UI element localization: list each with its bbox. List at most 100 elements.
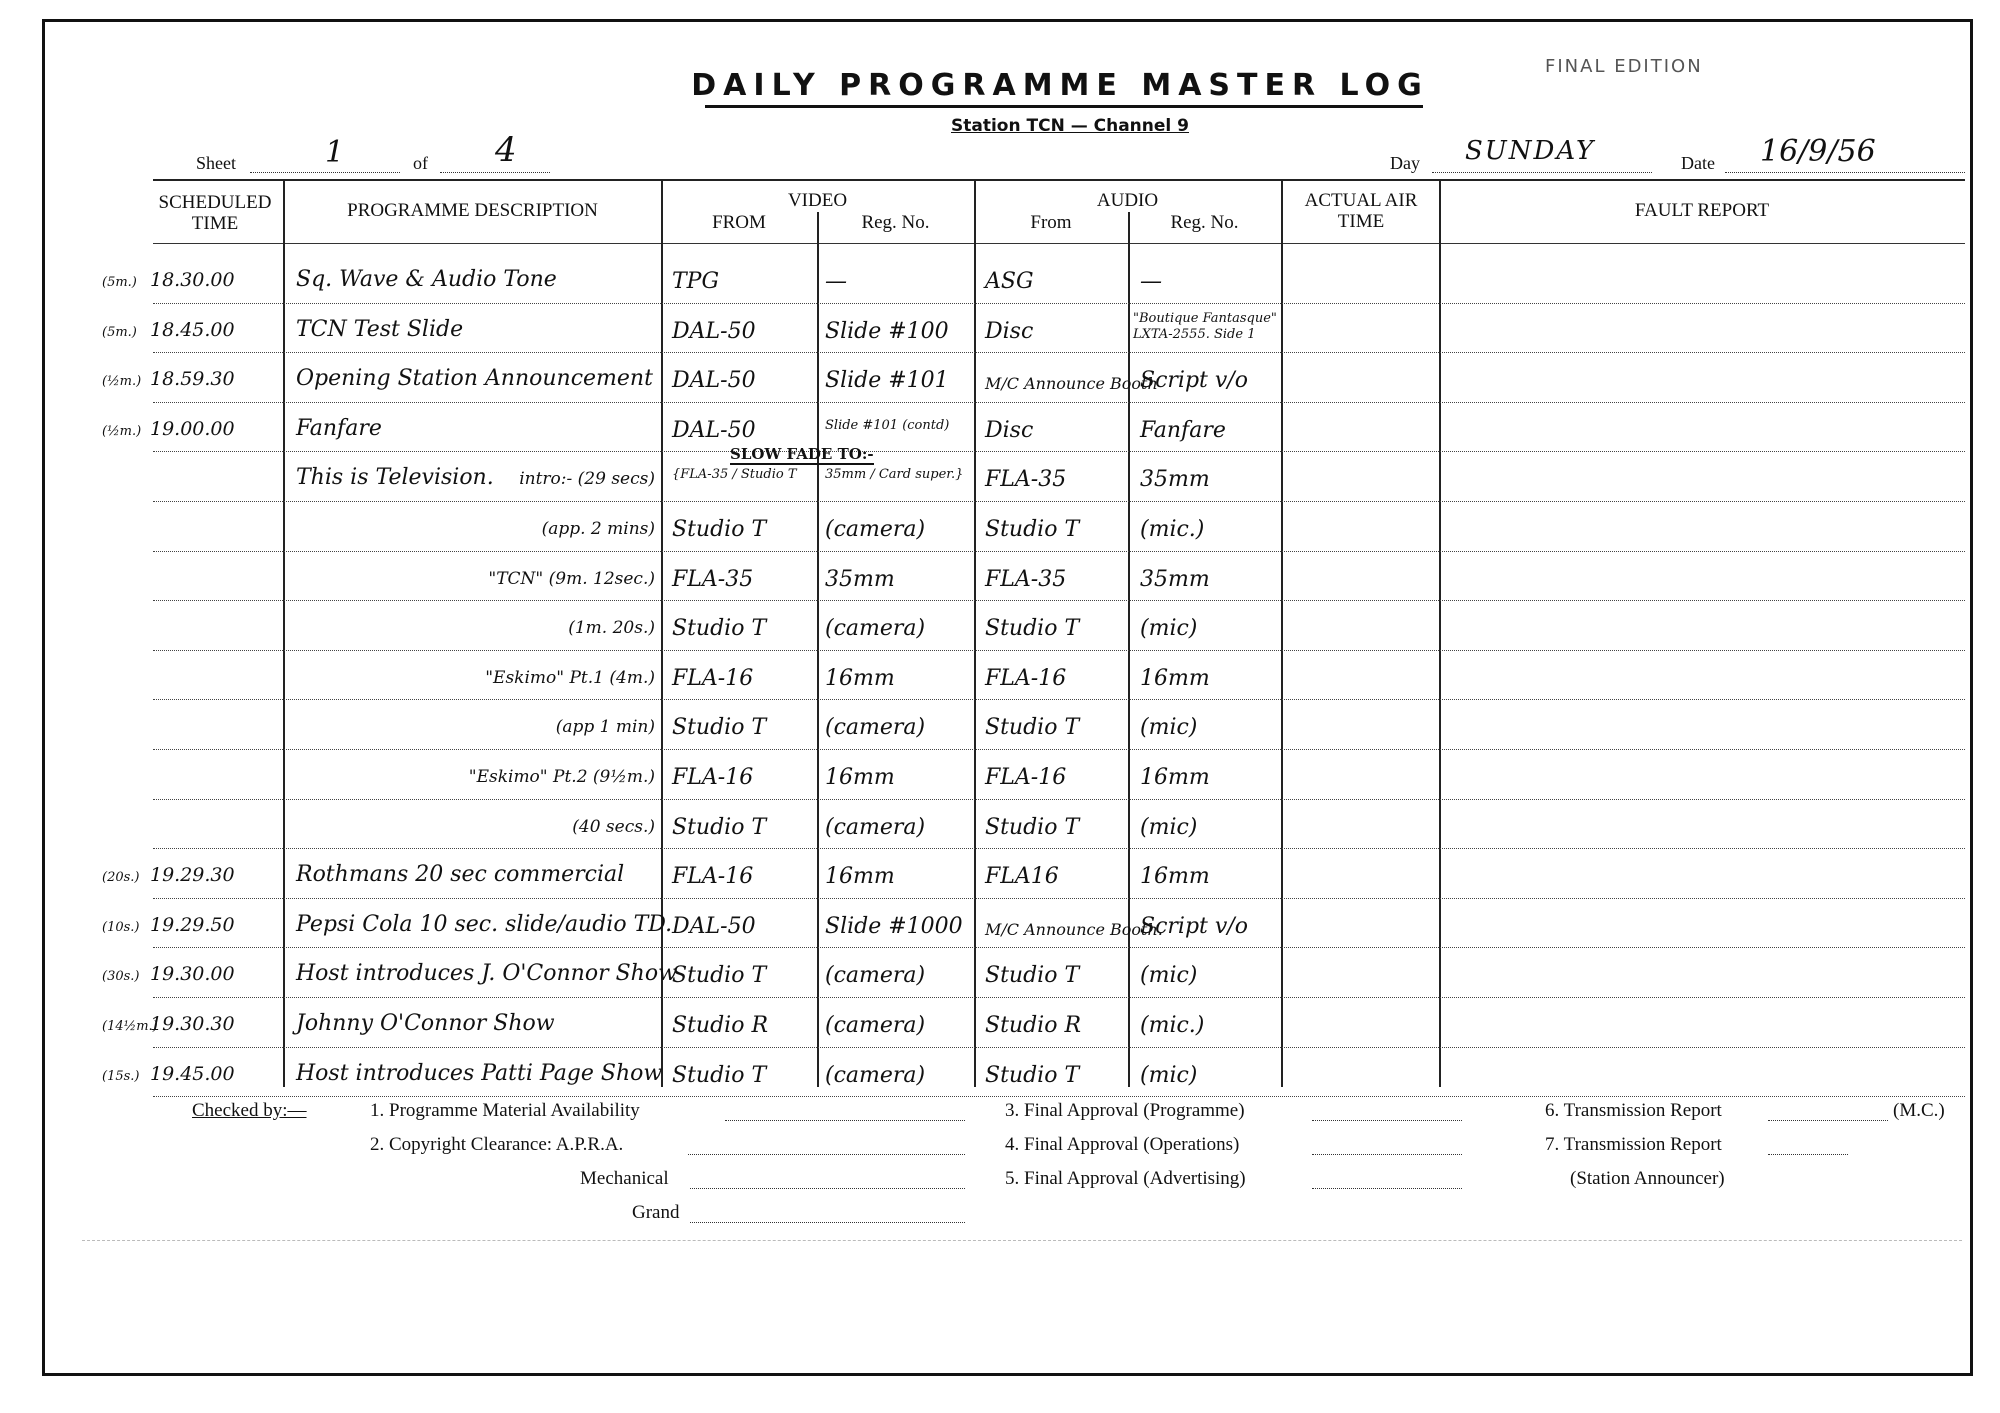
row-description: Fanfare	[296, 415, 382, 441]
row-note: (40 secs.)	[572, 816, 655, 837]
row-video-from: DAL-50	[672, 913, 756, 939]
row-video-from: FLA-35	[672, 566, 754, 592]
row-video-from: Studio T	[672, 1062, 767, 1088]
check-line-4	[1312, 1154, 1462, 1155]
row-audio-from: FLA-16	[985, 665, 1067, 691]
row-duration: (30s.)	[102, 969, 140, 985]
row-description: This is Television.	[296, 465, 494, 491]
date-label: Date	[1681, 153, 1715, 173]
row-scheduled-time: 18.59.30	[150, 368, 235, 391]
row-note: "Eskimo" Pt.1 (4m.)	[485, 667, 655, 688]
check-line-3	[1312, 1120, 1462, 1121]
row-audio-reg: (mic)	[1140, 715, 1198, 741]
row-audio-from: FLA-35	[985, 467, 1067, 493]
row-video-from: {FLA-35 / Studio T	[672, 467, 797, 483]
column-header-video: VIDEO	[787, 190, 848, 211]
day-label: Day	[1390, 153, 1420, 173]
table-row	[153, 798, 1965, 800]
column-divider	[283, 179, 285, 1087]
row-audio-reg: (mic)	[1140, 1062, 1198, 1088]
row-video-from: FLA-16	[672, 665, 754, 691]
column-divider	[817, 212, 819, 1087]
row-audio-from: Studio T	[985, 715, 1080, 741]
row-audio-from: FLA16	[985, 864, 1059, 890]
row-annotation: SLOW FADE TO:-	[730, 445, 874, 466]
page-border	[42, 19, 1973, 1376]
table-top-rule	[153, 179, 1965, 181]
row-audio-from: M/C Announce Booth.	[985, 919, 1163, 939]
row-video-from: Studio T	[672, 814, 767, 840]
row-scheduled-time: 19.30.30	[150, 1013, 235, 1035]
title-underline	[705, 105, 1423, 108]
sheet-number: 1	[325, 135, 345, 170]
column-header-fault-report: FAULT REPORT	[1634, 200, 1770, 221]
column-header-description: PROGRAMME DESCRIPTION	[347, 200, 598, 221]
row-duration: (5m.)	[102, 275, 137, 290]
row-duration: (14½m.)	[102, 1019, 158, 1034]
row-scheduled-time: 18.30.00	[150, 269, 235, 291]
row-video-from: Studio T	[672, 517, 767, 542]
sheet-line	[250, 172, 400, 173]
day-value: SUNDAY	[1465, 136, 1596, 166]
table-row	[153, 699, 1965, 701]
column-header-audio-reg: Reg. No.	[1170, 212, 1239, 233]
row-audio-reg: 16mm	[1140, 864, 1210, 890]
table-row	[153, 1096, 1965, 1098]
row-video-reg: —	[825, 269, 847, 294]
row-audio-from: ASG	[985, 269, 1034, 294]
row-video-from: FLA-16	[672, 864, 754, 890]
column-header-audio-from: From	[1030, 212, 1072, 233]
station-label: Station TCN — Channel 9	[951, 116, 1189, 136]
row-note: intro:- (29 secs)	[519, 469, 655, 490]
row-audio-from: Studio R	[985, 1013, 1082, 1038]
row-audio-from: Studio T	[985, 1062, 1080, 1088]
check-mechanical: Mechanical	[580, 1168, 669, 1189]
check-item-2: 2. Copyright Clearance: A.P.R.A.	[370, 1134, 624, 1155]
row-video-reg: (camera)	[825, 616, 926, 642]
check-line-grand	[690, 1222, 965, 1223]
check-line-7	[1768, 1154, 1848, 1155]
row-duration: (15s.)	[102, 1068, 140, 1084]
table-row	[153, 897, 1965, 899]
row-video-from: Studio T	[672, 616, 767, 642]
column-header-video-reg: Reg. No.	[861, 212, 930, 233]
row-video-reg: Slide #100	[825, 318, 949, 344]
row-duration: (½m.)	[102, 374, 142, 390]
page-title: DAILY PROGRAMME MASTER LOG	[691, 68, 1429, 103]
row-description: Sq. Wave & Audio Tone	[296, 267, 557, 292]
row-duration: (½m.)	[102, 423, 142, 439]
row-description: TCN Test Slide	[296, 316, 464, 342]
table-row	[153, 501, 1965, 502]
check-line-6	[1768, 1120, 1888, 1121]
column-header-time: SCHEDULED TIME	[158, 192, 272, 234]
row-description: Host introduces Patti Page Show	[296, 1060, 663, 1086]
row-video-from: DAL-50	[672, 368, 756, 394]
row-note: (app 1 min)	[555, 717, 655, 738]
row-video-from: TPG	[672, 269, 720, 294]
of-label: of	[413, 153, 428, 173]
column-divider	[1128, 212, 1130, 1087]
row-scheduled-time: 19.29.30	[150, 864, 235, 887]
row-video-reg: (camera)	[825, 1062, 926, 1088]
row-video-reg: (camera)	[825, 1013, 926, 1038]
check-item-7: 7. Transmission Report	[1545, 1134, 1722, 1155]
column-divider	[974, 179, 976, 1087]
check-line-mechanical	[690, 1188, 965, 1189]
row-note: "Eskimo" Pt.2 (9½m.)	[468, 767, 655, 787]
row-audio-reg: —	[1140, 269, 1162, 294]
row-scheduled-time: 19.00.00	[150, 417, 235, 440]
row-audio-reg: (mic.)	[1140, 1013, 1205, 1038]
row-audio-reg: Script v/o	[1140, 368, 1248, 394]
table-row	[153, 600, 1965, 602]
row-audio-reg: 35mm	[1140, 467, 1210, 493]
check-item-6: 6. Transmission Report	[1545, 1100, 1722, 1121]
check-item-4: 4. Final Approval (Operations)	[1005, 1134, 1240, 1155]
row-scheduled-time: 19.45.00	[150, 1062, 235, 1085]
row-scheduled-time: 19.30.00	[150, 963, 235, 986]
check-item-7-suffix: (Station Announcer)	[1570, 1168, 1725, 1189]
table-row	[153, 401, 1965, 403]
table-row	[153, 749, 1965, 750]
check-item-3: 3. Final Approval (Programme)	[1005, 1100, 1245, 1121]
table-row	[153, 451, 1965, 453]
day-line	[1432, 172, 1652, 173]
